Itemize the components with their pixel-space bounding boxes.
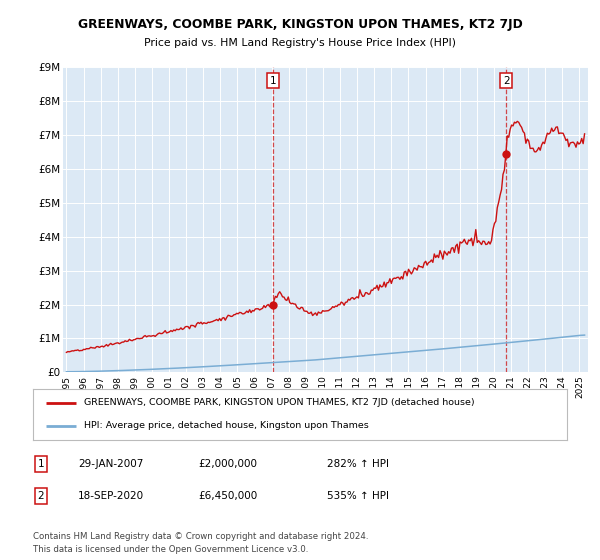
Text: Price paid vs. HM Land Registry's House Price Index (HPI): Price paid vs. HM Land Registry's House …: [144, 38, 456, 48]
Text: Contains HM Land Registry data © Crown copyright and database right 2024.
This d: Contains HM Land Registry data © Crown c…: [33, 533, 368, 554]
Text: 18-SEP-2020: 18-SEP-2020: [78, 491, 144, 501]
Text: 535% ↑ HPI: 535% ↑ HPI: [327, 491, 389, 501]
Text: GREENWAYS, COOMBE PARK, KINGSTON UPON THAMES, KT2 7JD: GREENWAYS, COOMBE PARK, KINGSTON UPON TH…: [77, 17, 523, 31]
Text: 29-JAN-2007: 29-JAN-2007: [78, 459, 143, 469]
Text: HPI: Average price, detached house, Kingston upon Thames: HPI: Average price, detached house, King…: [84, 422, 368, 431]
Text: 282% ↑ HPI: 282% ↑ HPI: [327, 459, 389, 469]
Text: GREENWAYS, COOMBE PARK, KINGSTON UPON THAMES, KT2 7JD (detached house): GREENWAYS, COOMBE PARK, KINGSTON UPON TH…: [84, 398, 475, 407]
Text: 2: 2: [503, 76, 509, 86]
Text: 2: 2: [37, 491, 44, 501]
Text: £2,000,000: £2,000,000: [198, 459, 257, 469]
Text: 1: 1: [269, 76, 276, 86]
Text: 1: 1: [37, 459, 44, 469]
Text: £6,450,000: £6,450,000: [198, 491, 257, 501]
